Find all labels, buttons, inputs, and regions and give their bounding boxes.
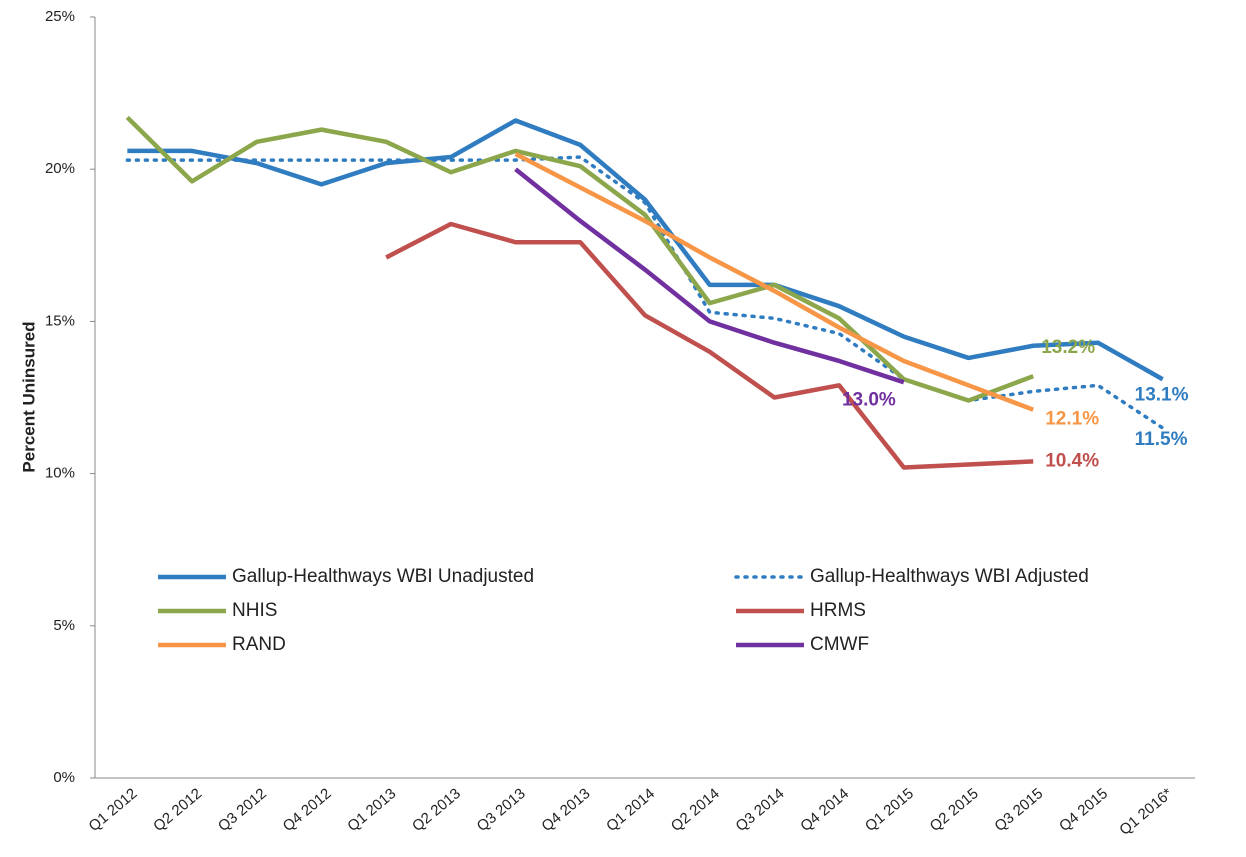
x-tick-label: Q2 2014 bbox=[668, 785, 723, 835]
x-tick-label: Q1 2014 bbox=[603, 785, 658, 835]
x-tick-label: Q1 2013 bbox=[344, 785, 399, 835]
x-tick-label: Q1 2012 bbox=[85, 785, 140, 835]
value-label: 13.1% bbox=[1135, 384, 1189, 405]
legend-label: Gallup-Healthways WBI Adjusted bbox=[810, 566, 1089, 587]
x-tick-label: Q3 2012 bbox=[215, 785, 270, 835]
series-line bbox=[514, 151, 1035, 412]
y-tick-label: 0% bbox=[53, 769, 75, 786]
value-label: 12.1% bbox=[1045, 409, 1099, 430]
value-label: 13.2% bbox=[1041, 337, 1095, 358]
x-tick-label: Q4 2015 bbox=[1056, 785, 1111, 835]
y-tick-label: 20% bbox=[45, 160, 75, 177]
legend-label: HRMS bbox=[810, 600, 866, 621]
series-line bbox=[127, 118, 1164, 382]
y-axis-title: Percent Uninsured bbox=[19, 321, 38, 472]
y-tick-label: 25% bbox=[45, 8, 75, 25]
x-tick-label: Q4 2012 bbox=[280, 785, 335, 835]
series-line bbox=[385, 221, 1034, 470]
x-tick-label: Q2 2012 bbox=[150, 785, 205, 835]
legend-label: Gallup-Healthways WBI Unadjusted bbox=[232, 566, 534, 587]
x-tick-label: Q2 2013 bbox=[409, 785, 464, 835]
value-label: 10.4% bbox=[1045, 450, 1099, 471]
x-tick-label: Q4 2013 bbox=[538, 785, 593, 835]
x-tick-label: Q3 2013 bbox=[474, 785, 529, 835]
x-tick-label: Q1 2015 bbox=[862, 785, 917, 835]
value-label: 13.0% bbox=[842, 389, 896, 410]
legend-label: RAND bbox=[232, 634, 286, 655]
legend-label: NHIS bbox=[232, 600, 277, 621]
y-tick-label: 5% bbox=[53, 617, 75, 634]
y-tick-label: 15% bbox=[45, 312, 75, 329]
y-tick-label: 10% bbox=[45, 465, 75, 482]
x-tick-label: Q2 2015 bbox=[927, 785, 982, 835]
series-line bbox=[125, 115, 1035, 403]
series-line bbox=[125, 155, 1165, 430]
legend-label: CMWF bbox=[810, 634, 869, 655]
x-tick-label: Q3 2014 bbox=[733, 785, 788, 835]
value-label: 11.5% bbox=[1135, 429, 1188, 450]
x-tick-label: Q4 2014 bbox=[797, 785, 852, 835]
series-line bbox=[514, 167, 905, 385]
x-tick-label: Q1 2016* bbox=[1116, 785, 1176, 839]
x-tick-label: Q3 2015 bbox=[991, 785, 1046, 835]
